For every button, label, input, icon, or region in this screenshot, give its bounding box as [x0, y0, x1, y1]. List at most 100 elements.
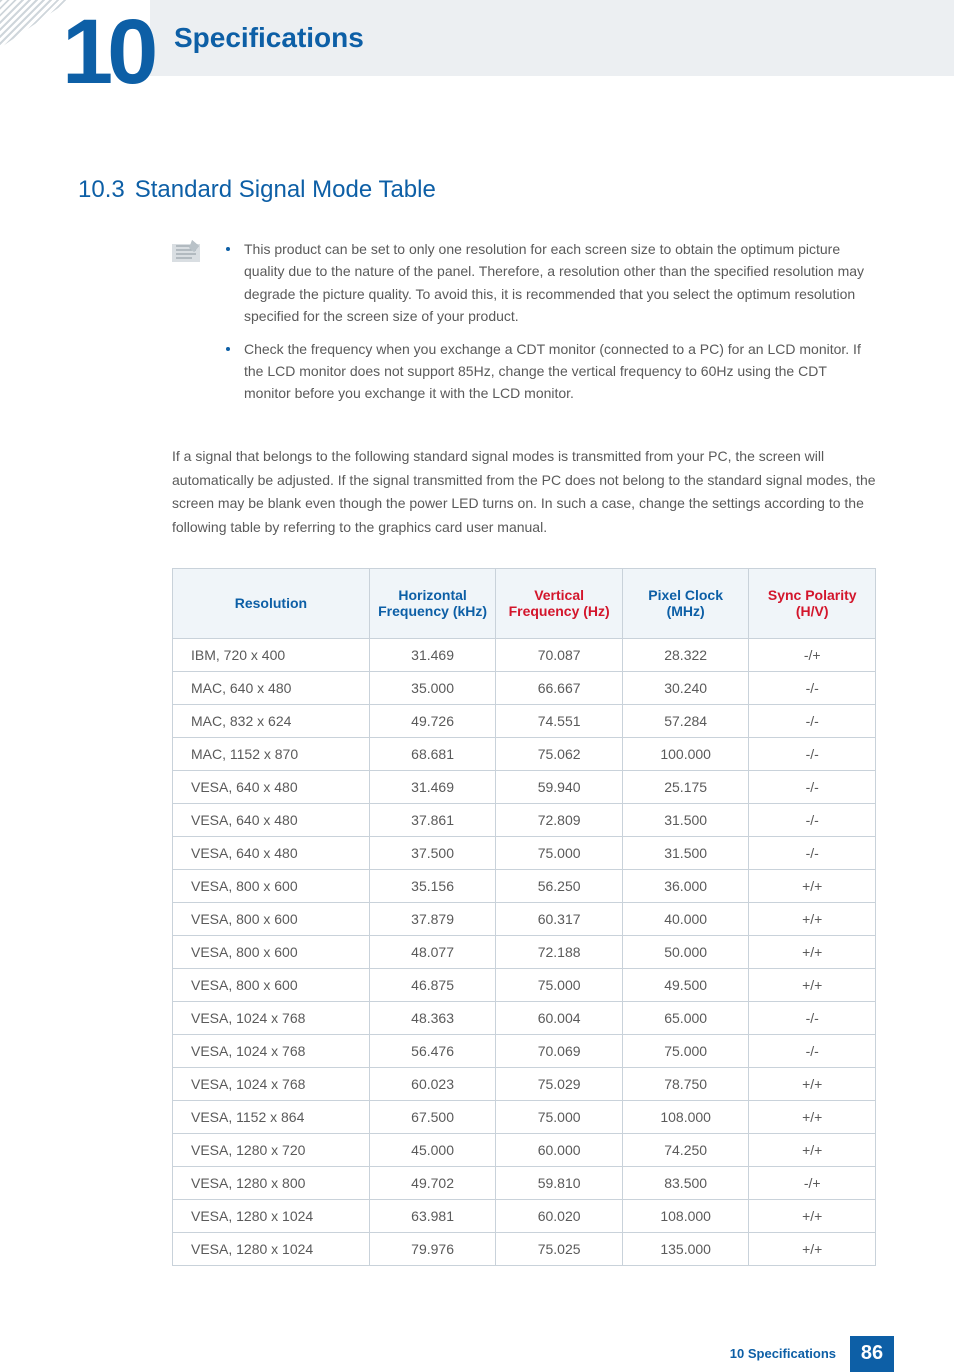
intro-paragraph: If a signal that belongs to the followin… — [172, 445, 876, 540]
cell-sync: +/+ — [749, 1133, 876, 1166]
header-pixelclock: Pixel Clock (MHz) — [622, 568, 749, 638]
cell-sync: -/- — [749, 704, 876, 737]
cell-hfreq: 31.469 — [369, 770, 496, 803]
cell-pixelclock: 83.500 — [622, 1166, 749, 1199]
cell-pixelclock: 74.250 — [622, 1133, 749, 1166]
note-list: This product can be set to only one reso… — [220, 238, 876, 415]
cell-resolution: VESA, 800 x 600 — [173, 902, 370, 935]
cell-sync: -/- — [749, 671, 876, 704]
cell-pixelclock: 31.500 — [622, 836, 749, 869]
table-row: VESA, 1280 x 80049.70259.81083.500-/+ — [173, 1166, 876, 1199]
cell-resolution: VESA, 1280 x 720 — [173, 1133, 370, 1166]
cell-hfreq: 79.976 — [369, 1232, 496, 1265]
table-row: VESA, 1280 x 72045.00060.00074.250+/+ — [173, 1133, 876, 1166]
cell-resolution: MAC, 640 x 480 — [173, 671, 370, 704]
cell-resolution: VESA, 800 x 600 — [173, 869, 370, 902]
table-row: VESA, 1024 x 76856.47670.06975.000-/- — [173, 1034, 876, 1067]
cell-hfreq: 37.861 — [369, 803, 496, 836]
cell-pixelclock: 57.284 — [622, 704, 749, 737]
cell-pixelclock: 108.000 — [622, 1100, 749, 1133]
table-row: MAC, 832 x 62449.72674.55157.284-/- — [173, 704, 876, 737]
table-row: VESA, 1024 x 76860.02375.02978.750+/+ — [173, 1067, 876, 1100]
header-syncpolarity: Sync Polarity (H/V) — [749, 568, 876, 638]
cell-hfreq: 37.879 — [369, 902, 496, 935]
cell-sync: +/+ — [749, 1100, 876, 1133]
table-row: IBM, 720 x 40031.46970.08728.322-/+ — [173, 638, 876, 671]
cell-sync: -/- — [749, 1034, 876, 1067]
cell-vfreq: 75.025 — [496, 1232, 623, 1265]
table-row: VESA, 1280 x 102463.98160.020108.000+/+ — [173, 1199, 876, 1232]
header-hfreq: Horizontal Frequency (kHz) — [369, 568, 496, 638]
cell-pixelclock: 65.000 — [622, 1001, 749, 1034]
footer-page-number: 86 — [850, 1336, 894, 1372]
cell-vfreq: 60.004 — [496, 1001, 623, 1034]
cell-pixelclock: 36.000 — [622, 869, 749, 902]
header-resolution: Resolution — [173, 568, 370, 638]
cell-resolution: VESA, 1280 x 800 — [173, 1166, 370, 1199]
table-row: VESA, 800 x 60035.15656.25036.000+/+ — [173, 869, 876, 902]
table-row: VESA, 1280 x 102479.97675.025135.000+/+ — [173, 1232, 876, 1265]
table-row: MAC, 640 x 48035.00066.66730.240-/- — [173, 671, 876, 704]
cell-hfreq: 35.156 — [369, 869, 496, 902]
page-footer: 10 Specifications 86 — [0, 1336, 954, 1372]
cell-hfreq: 49.726 — [369, 704, 496, 737]
header-hatch-decoration — [0, 0, 70, 48]
cell-sync: -/- — [749, 836, 876, 869]
cell-pixelclock: 31.500 — [622, 803, 749, 836]
cell-hfreq: 48.077 — [369, 935, 496, 968]
note-item: Check the frequency when you exchange a … — [220, 338, 876, 405]
note-icon — [172, 240, 200, 262]
cell-vfreq: 70.069 — [496, 1034, 623, 1067]
cell-hfreq: 45.000 — [369, 1133, 496, 1166]
cell-sync: +/+ — [749, 1199, 876, 1232]
table-row: VESA, 800 x 60048.07772.18850.000+/+ — [173, 935, 876, 968]
cell-sync: -/- — [749, 803, 876, 836]
cell-vfreq: 75.000 — [496, 968, 623, 1001]
cell-resolution: VESA, 1024 x 768 — [173, 1067, 370, 1100]
cell-sync: +/+ — [749, 902, 876, 935]
cell-pixelclock: 49.500 — [622, 968, 749, 1001]
cell-resolution: VESA, 640 x 480 — [173, 803, 370, 836]
table-row: MAC, 1152 x 87068.68175.062100.000-/- — [173, 737, 876, 770]
chapter-number: 10 — [62, 6, 152, 98]
cell-hfreq: 63.981 — [369, 1199, 496, 1232]
table-row: VESA, 640 x 48037.50075.00031.500-/- — [173, 836, 876, 869]
cell-resolution: VESA, 800 x 600 — [173, 935, 370, 968]
cell-pixelclock: 108.000 — [622, 1199, 749, 1232]
cell-hfreq: 49.702 — [369, 1166, 496, 1199]
cell-resolution: MAC, 1152 x 870 — [173, 737, 370, 770]
cell-vfreq: 74.551 — [496, 704, 623, 737]
cell-vfreq: 66.667 — [496, 671, 623, 704]
cell-resolution: VESA, 1024 x 768 — [173, 1001, 370, 1034]
cell-hfreq: 60.023 — [369, 1067, 496, 1100]
table-body: IBM, 720 x 40031.46970.08728.322-/+MAC, … — [173, 638, 876, 1265]
table-row: VESA, 640 x 48031.46959.94025.175-/- — [173, 770, 876, 803]
cell-pixelclock: 50.000 — [622, 935, 749, 968]
cell-vfreq: 75.062 — [496, 737, 623, 770]
cell-vfreq: 60.000 — [496, 1133, 623, 1166]
cell-sync: +/+ — [749, 968, 876, 1001]
header-vfreq: Vertical Frequency (Hz) — [496, 568, 623, 638]
cell-vfreq: 59.810 — [496, 1166, 623, 1199]
section-heading-text: Standard Signal Mode Table — [135, 176, 436, 203]
cell-sync: +/+ — [749, 1067, 876, 1100]
cell-resolution: VESA, 1024 x 768 — [173, 1034, 370, 1067]
table-row: VESA, 1024 x 76848.36360.00465.000-/- — [173, 1001, 876, 1034]
signal-mode-table: Resolution Horizontal Frequency (kHz) Ve… — [172, 568, 876, 1266]
cell-pixelclock: 135.000 — [622, 1232, 749, 1265]
cell-pixelclock: 25.175 — [622, 770, 749, 803]
cell-hfreq: 46.875 — [369, 968, 496, 1001]
section-title: 10.3Standard Signal Mode Table — [78, 176, 876, 204]
cell-sync: -/+ — [749, 1166, 876, 1199]
cell-resolution: VESA, 1152 x 864 — [173, 1100, 370, 1133]
cell-sync: +/+ — [749, 935, 876, 968]
table-row: VESA, 640 x 48037.86172.80931.500-/- — [173, 803, 876, 836]
cell-pixelclock: 30.240 — [622, 671, 749, 704]
cell-vfreq: 60.020 — [496, 1199, 623, 1232]
cell-hfreq: 31.469 — [369, 638, 496, 671]
cell-vfreq: 75.000 — [496, 1100, 623, 1133]
table-row: VESA, 800 x 60046.87575.00049.500+/+ — [173, 968, 876, 1001]
cell-pixelclock: 28.322 — [622, 638, 749, 671]
footer-label: 10 Specifications — [730, 1346, 850, 1361]
cell-vfreq: 75.029 — [496, 1067, 623, 1100]
